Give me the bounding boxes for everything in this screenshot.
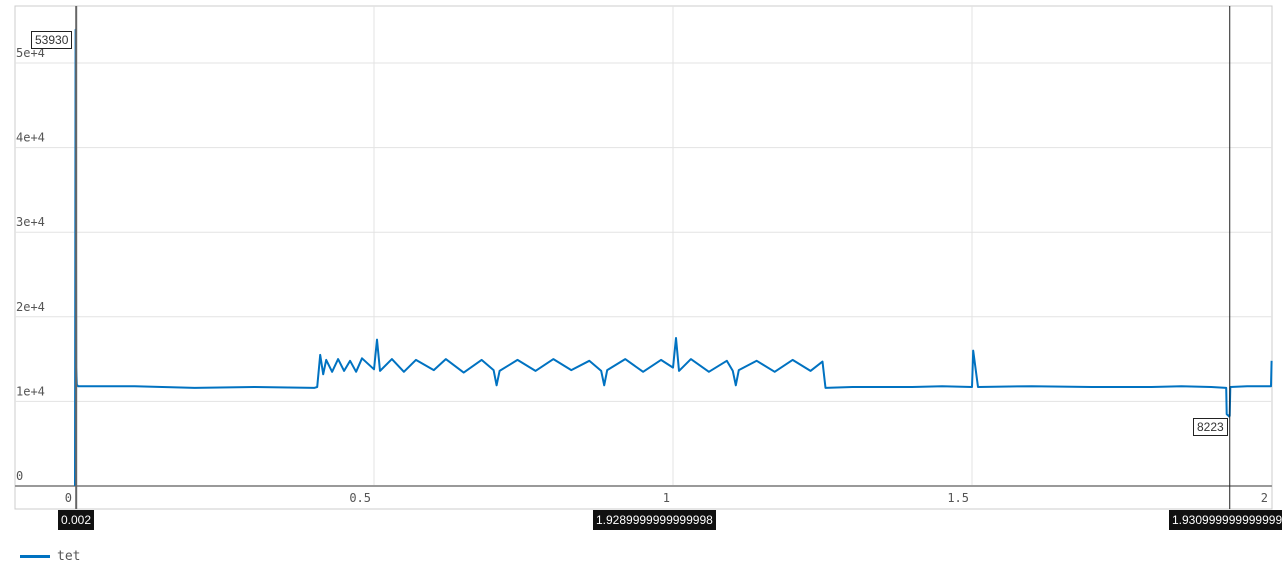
plot-frame xyxy=(14,5,1273,510)
x-tick-label: 0 xyxy=(65,491,72,505)
y-tick-label: 3e+4 xyxy=(16,215,45,229)
y-tick-label: 0 xyxy=(16,469,23,483)
legend-label: tet xyxy=(57,549,81,564)
x-tick-label: 2 xyxy=(1261,491,1268,505)
cursor-value-label-start: 53930 xyxy=(31,31,73,49)
x-tick-label: 1.5 xyxy=(947,491,969,505)
legend-swatch xyxy=(20,555,50,558)
x-tick-label: 0.5 xyxy=(349,491,371,505)
cursor-value-label-end: 8223 xyxy=(1193,418,1228,436)
y-tick-label: 5e+4 xyxy=(16,46,45,60)
y-tick-label: 1e+4 xyxy=(16,384,45,398)
cursor-x-label-start: 0.002 xyxy=(58,510,95,530)
cursor-x-label-end: 1.930999999999999 xyxy=(1169,510,1282,530)
legend[interactable]: tet xyxy=(20,549,80,564)
y-tick-label: 2e+4 xyxy=(16,300,45,314)
y-tick-label: 4e+4 xyxy=(16,131,45,145)
series-line-tet xyxy=(74,28,1273,487)
range-label: 1.9289999999999998 xyxy=(593,510,716,530)
x-tick-label: 1 xyxy=(663,491,670,505)
